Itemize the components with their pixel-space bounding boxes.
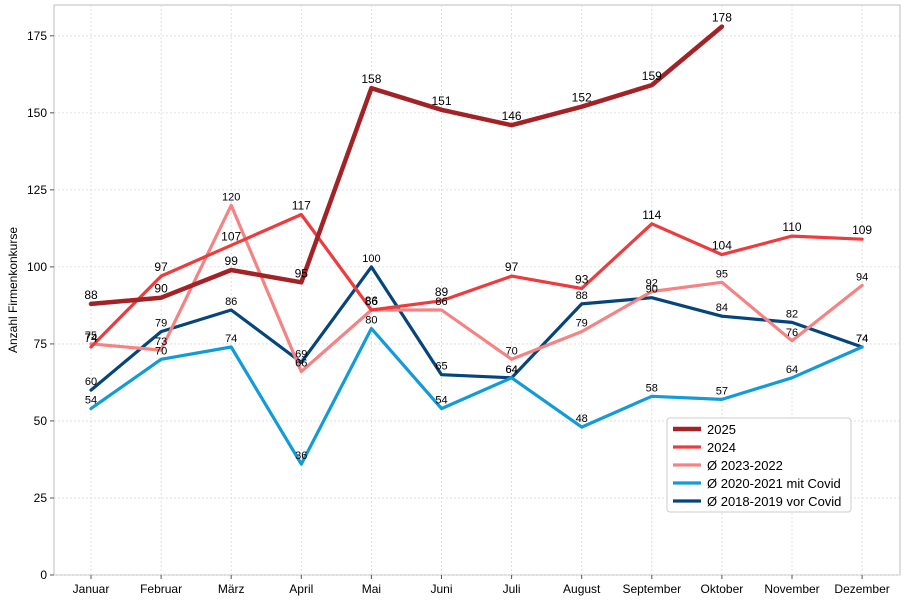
data-label: 95 <box>295 266 309 280</box>
data-label: 79 <box>576 318 588 330</box>
data-label: 64 <box>505 364 517 376</box>
data-label: 109 <box>852 223 872 237</box>
data-label: 64 <box>786 364 798 376</box>
data-label: 90 <box>646 284 658 296</box>
data-label: 70 <box>155 345 167 357</box>
data-label: 86 <box>365 296 377 308</box>
data-label: 86 <box>365 294 379 308</box>
y-tick-label: 75 <box>34 337 48 351</box>
data-label: 73 <box>155 336 167 348</box>
x-tick-label: August <box>563 582 601 596</box>
data-label: 74 <box>856 333 868 345</box>
data-label: 79 <box>155 318 167 330</box>
x-tick-label: April <box>289 582 313 596</box>
data-label: 100 <box>362 253 380 265</box>
legend-label: Ø 2018-2019 vor Covid <box>707 494 841 509</box>
data-label: 54 <box>435 395 447 407</box>
legend-box <box>666 417 852 513</box>
data-label: 88 <box>84 288 98 302</box>
data-label: 60 <box>85 376 97 388</box>
data-label: 66 <box>295 358 307 370</box>
legend-label: Ø 2023-2022 <box>707 458 783 473</box>
x-tick-label: Juli <box>503 582 521 596</box>
data-label: 69 <box>295 348 307 360</box>
data-label: 64 <box>505 364 517 376</box>
data-label: 48 <box>576 413 588 425</box>
data-label: 110 <box>782 220 801 234</box>
series-line-1 <box>89 212 864 349</box>
data-label: 178 <box>712 11 732 25</box>
data-label: 88 <box>576 290 588 302</box>
data-label: 74 <box>84 331 98 345</box>
x-tick-label: Mai <box>362 582 381 596</box>
data-label: 70 <box>505 345 517 357</box>
data-label: 75 <box>85 330 97 342</box>
data-label: 58 <box>646 382 658 394</box>
y-tick-label: 50 <box>34 414 48 428</box>
data-label: 151 <box>431 94 451 108</box>
data-label: 90 <box>154 282 168 296</box>
x-axis: Januar Februar März April Mai Juni Juli August S… <box>73 575 890 596</box>
data-label: 94 <box>856 271 868 283</box>
data-label: 93 <box>575 272 589 286</box>
data-label: 36 <box>295 450 307 462</box>
data-label: 86 <box>225 296 237 308</box>
series-layer <box>88 24 864 466</box>
plot-frame <box>53 4 901 576</box>
x-tick-label: Januar <box>73 582 110 596</box>
data-label: 82 <box>786 308 798 320</box>
y-tick-label: 125 <box>27 183 47 197</box>
legend-label: Ø 2020-2021 mit Covid <box>707 476 841 491</box>
data-label: 159 <box>642 69 662 83</box>
data-label: 117 <box>292 199 311 213</box>
y-tick-label: 100 <box>27 260 47 274</box>
y-axis: 0 25 50 75 100 125 150 175 <box>27 29 54 582</box>
x-tick-label: März <box>218 582 245 596</box>
labels-layer: 88 90999515815114615215917874971071178689… <box>84 11 872 463</box>
x-tick-label: Oktober <box>701 582 744 596</box>
data-label: 89 <box>435 285 449 299</box>
y-tick-label: 150 <box>27 106 47 120</box>
x-tick-label: Februar <box>140 582 182 596</box>
data-label: 92 <box>646 278 658 290</box>
y-axis-title: Anzahl Firmenkonkurse <box>6 227 20 353</box>
series-line-0 <box>88 24 725 307</box>
data-label: 97 <box>154 260 168 274</box>
data-label: 95 <box>716 268 728 280</box>
x-tick-label: September <box>622 582 681 596</box>
y-tick-label: 175 <box>27 29 47 43</box>
data-label: 99 <box>225 254 239 268</box>
data-label: 74 <box>856 333 868 345</box>
grid-layer <box>54 5 900 576</box>
data-label: 57 <box>716 385 728 397</box>
legend-label: 2024 <box>707 440 736 455</box>
y-tick-label: 0 <box>40 568 47 582</box>
data-label: 80 <box>365 315 377 327</box>
data-label: 97 <box>505 260 519 274</box>
data-label: 76 <box>786 327 798 339</box>
series-line-4 <box>89 265 864 392</box>
data-label: 158 <box>361 72 381 86</box>
x-tick-label: Juni <box>430 582 452 596</box>
legend: 2025 2024 Ø 2023-2022 Ø 2020-2021 mit Covid… <box>666 417 852 513</box>
data-label: 114 <box>642 208 661 222</box>
y-tick-label: 25 <box>34 491 48 505</box>
data-label: 120 <box>222 191 240 203</box>
data-label: 146 <box>502 109 522 123</box>
data-label: 86 <box>435 296 447 308</box>
data-label: 54 <box>85 395 97 407</box>
data-label: 104 <box>712 239 732 253</box>
x-tick-label: November <box>764 582 819 596</box>
data-label: 74 <box>225 333 237 345</box>
series-line-3 <box>89 326 864 466</box>
series-line-2 <box>89 203 864 374</box>
data-label: 152 <box>572 91 592 105</box>
data-label: 107 <box>221 229 241 243</box>
data-label: 65 <box>435 361 447 373</box>
data-label: 84 <box>716 302 728 314</box>
legend-label: 2025 <box>707 422 736 437</box>
x-tick-label: Dezember <box>834 582 889 596</box>
